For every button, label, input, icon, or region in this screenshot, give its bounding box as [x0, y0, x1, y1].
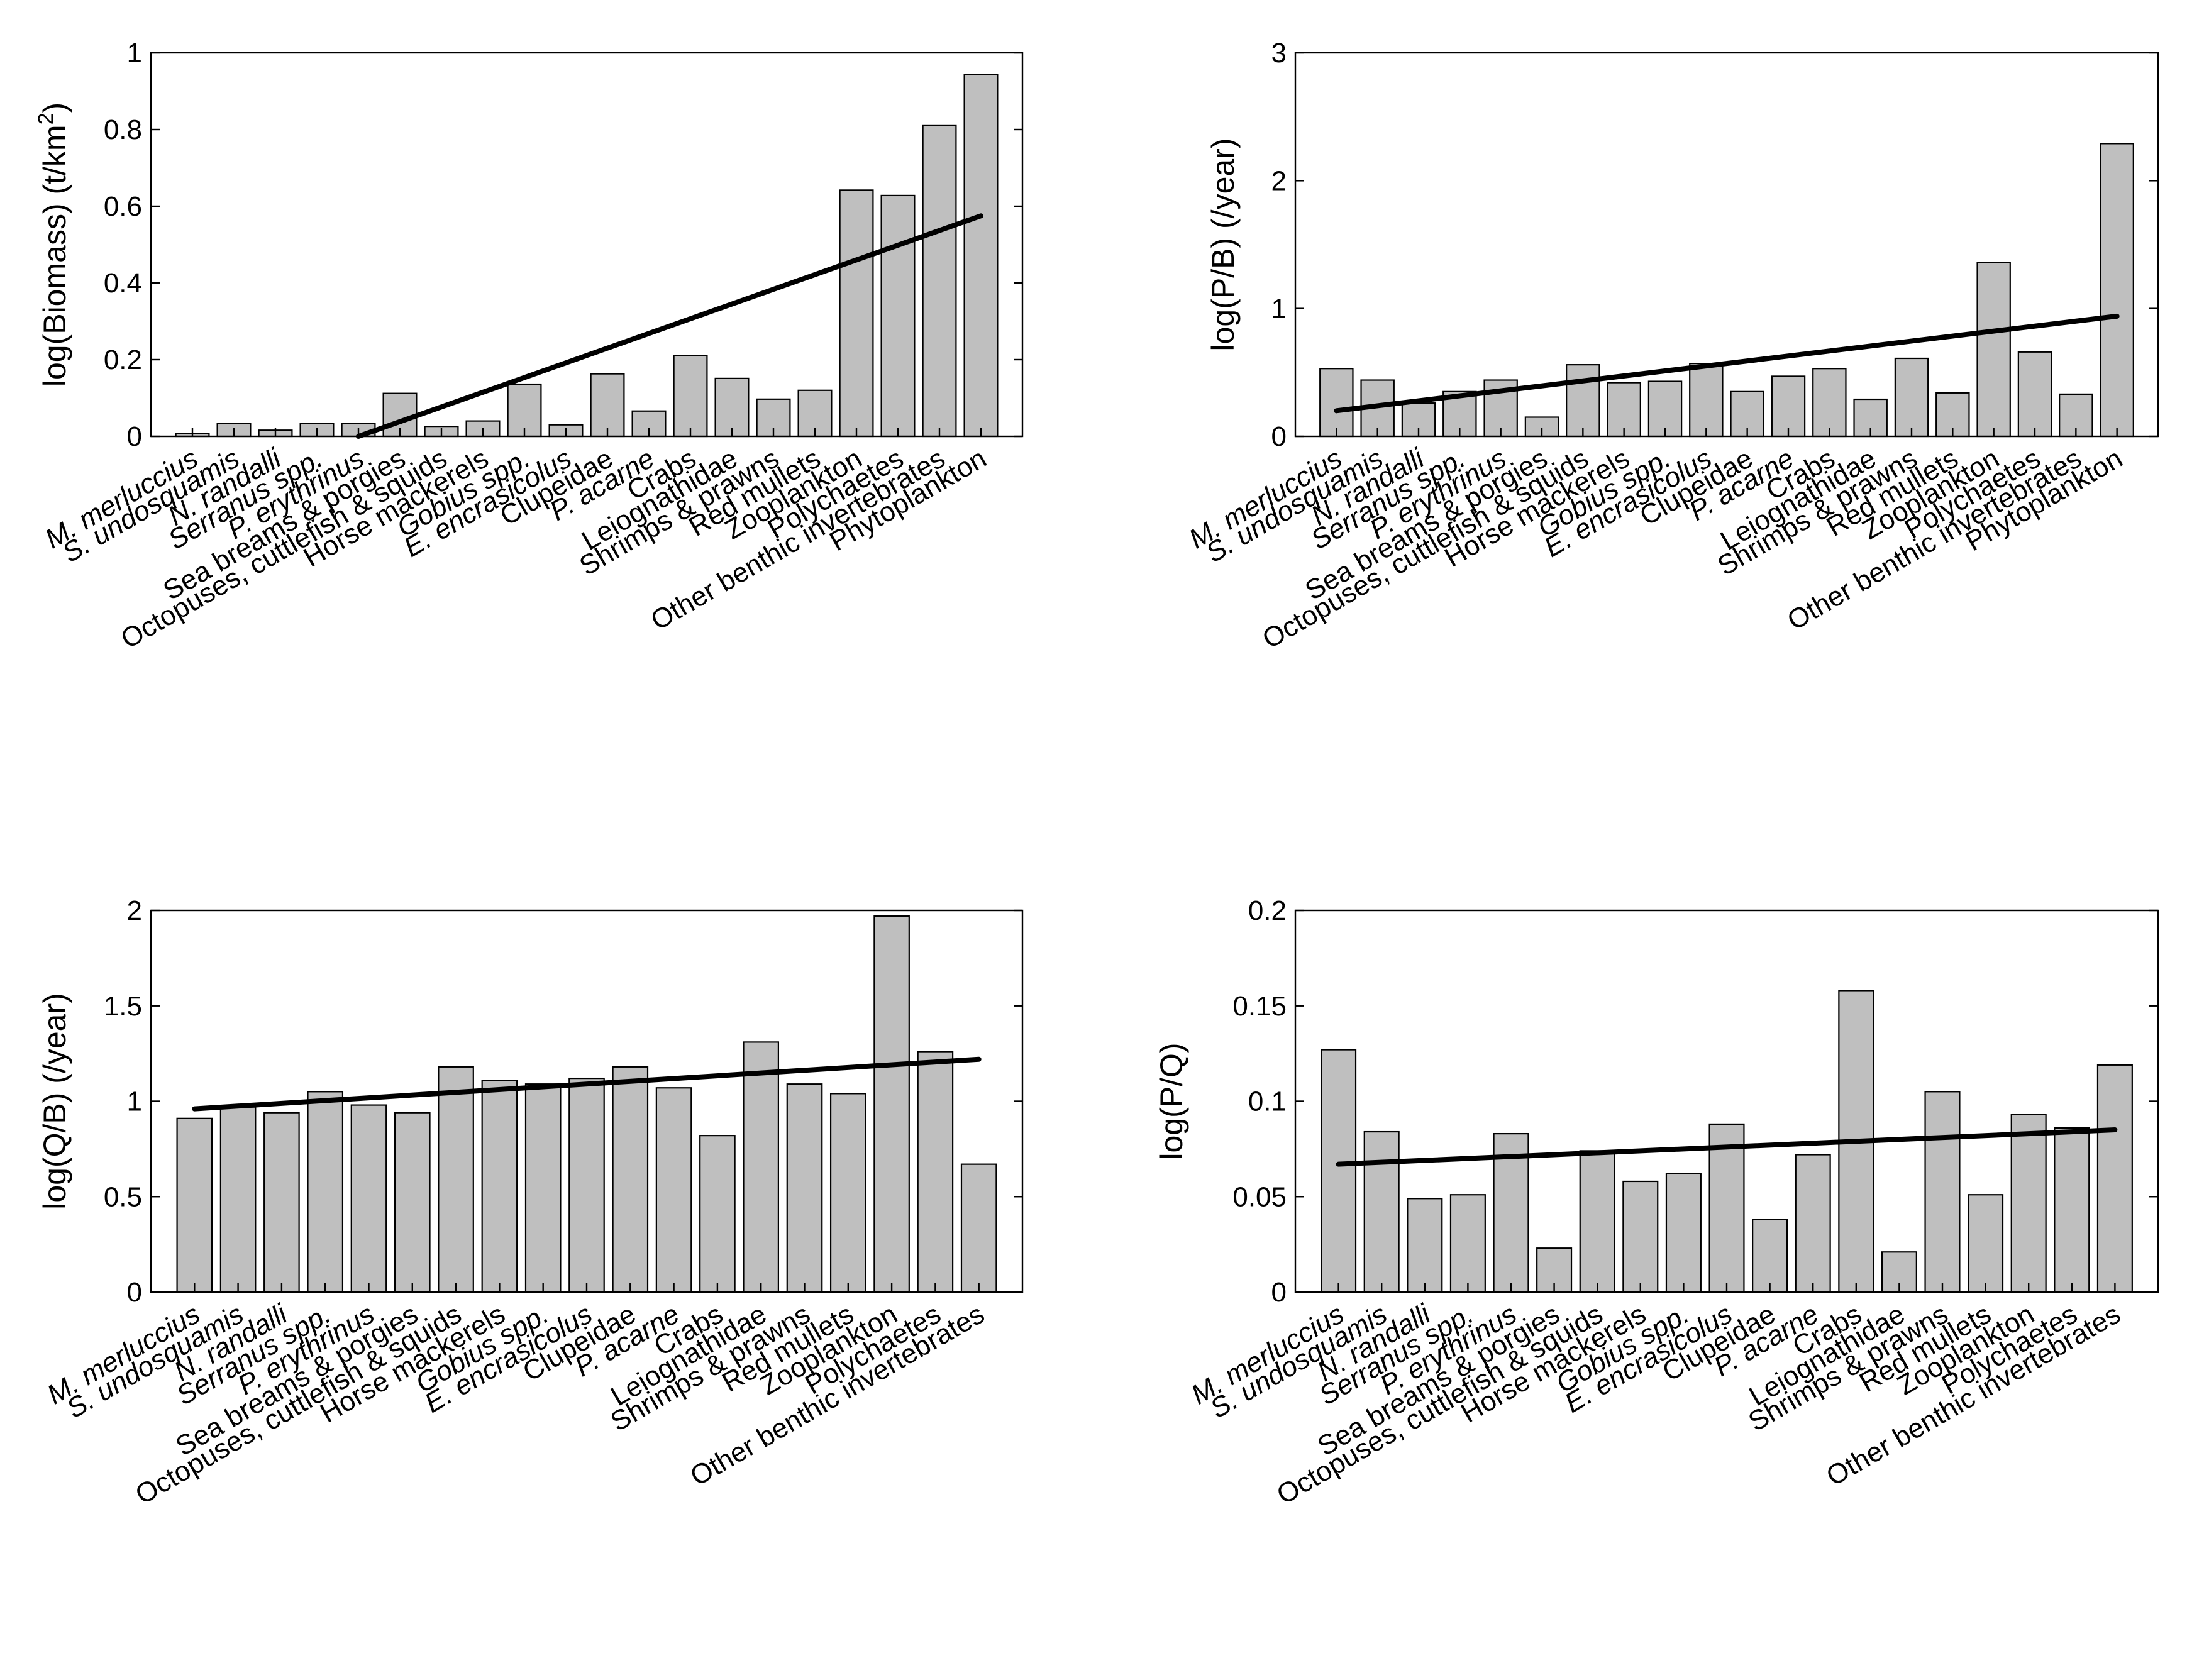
bar-crabs: [1812, 368, 1847, 438]
y-tick-label: 1: [1271, 294, 1287, 324]
y-axis-label: log(P/Q): [1154, 1042, 1189, 1159]
bar-p-acarne: [1771, 375, 1806, 438]
trend-line: [1334, 313, 2120, 414]
bar-m-merluccius: [1319, 368, 1354, 438]
plot-frame: [1294, 52, 2159, 438]
y-tick-label: 1: [127, 1086, 142, 1117]
bar-e-encrasicolus: [1689, 362, 1724, 438]
bar-phytoplankton: [2100, 143, 2134, 438]
bar-leiognathidae: [743, 1041, 780, 1293]
bar-sea-breams-porgies: [394, 1112, 431, 1293]
y-tick-label: 3: [1271, 38, 1287, 69]
y-tick-label: 0: [127, 1277, 142, 1308]
bar-gobius-spp: [1647, 380, 1683, 438]
y-tick-label: 2: [1271, 165, 1287, 196]
y-tick-label: 0.4: [104, 268, 142, 299]
bar-crabs: [699, 1135, 736, 1293]
y-tick-label: 0.5: [104, 1181, 142, 1212]
y-tick-label: 1.5: [104, 991, 142, 1022]
bar-p-erythrinus: [350, 1104, 387, 1293]
y-tick-label: 2: [127, 895, 142, 926]
bar-shrimps-prawns: [1924, 1091, 1961, 1293]
trend-line: [192, 1056, 982, 1112]
bar-horse-mackerels: [1607, 382, 1641, 438]
bar-horse-mackerels: [481, 1080, 518, 1293]
bar-horse-mackerels: [1622, 1180, 1659, 1293]
y-tick-label: 0.2: [104, 345, 142, 375]
bar-polychaetes: [880, 194, 916, 438]
bar-other-benthic-invertebrates: [922, 124, 957, 438]
y-axis-label: log(Q/B) (/year): [37, 993, 72, 1210]
trend-line: [356, 213, 983, 439]
bar-other-benthic-invertebrates: [960, 1163, 997, 1293]
bar-p-erythrinus: [1493, 1132, 1529, 1293]
bar-polychaetes: [917, 1051, 954, 1293]
bar-zooplankton: [873, 915, 910, 1293]
bar-m-merluccius: [176, 1117, 213, 1293]
bar-gobius-spp: [524, 1083, 562, 1293]
y-axis-label: log(P/B) (/year): [1205, 138, 1241, 351]
bar-octopuses-cuttlefish-squids: [1579, 1150, 1615, 1293]
bar-zooplankton: [1976, 262, 2011, 438]
bar-s-undosquamis: [219, 1106, 257, 1293]
bar-shrimps-prawns: [1894, 357, 1929, 438]
bar-shrimps-prawns: [786, 1083, 823, 1293]
bar-polychaetes: [2017, 351, 2052, 438]
trend-line: [1336, 1127, 2118, 1167]
bar-clupeidae: [1752, 1219, 1788, 1293]
bar-s-undosquamis: [1363, 1130, 1400, 1293]
bar-clupeidae: [612, 1066, 649, 1293]
bar-octopuses-cuttlefish-squids: [1566, 364, 1600, 438]
bar-serranus-spp: [307, 1091, 344, 1293]
bar-n-randalli: [263, 1112, 300, 1293]
bar-zooplankton: [839, 189, 874, 438]
y-tick-label: 0.1: [1248, 1086, 1287, 1117]
bar-red-mullets: [1968, 1194, 2004, 1293]
bar-red-mullets: [829, 1093, 866, 1293]
y-tick-label: 0.05: [1232, 1181, 1287, 1212]
bar-zooplankton: [2010, 1114, 2047, 1293]
bar-other-benthic-invertebrates: [2096, 1064, 2133, 1293]
plot-frame: [150, 52, 1024, 438]
bar-m-merluccius: [1321, 1049, 1357, 1293]
y-tick-label: 0: [1271, 1277, 1287, 1308]
y-axis-label: log(Biomass) (t/km2): [34, 102, 72, 387]
bar-leiognathidae: [714, 377, 750, 438]
bar-n-randalli: [1407, 1198, 1443, 1293]
y-tick-label: 0.2: [1248, 895, 1287, 926]
bar-serranus-spp: [1449, 1194, 1486, 1293]
y-tick-label: 0.6: [104, 191, 142, 222]
bar-p-acarne: [1795, 1154, 1831, 1293]
y-tick-label: 0: [127, 421, 142, 452]
bar-gobius-spp: [1665, 1173, 1702, 1293]
bar-clupeidae: [590, 373, 625, 438]
bar-e-encrasicolus: [568, 1077, 605, 1293]
y-tick-label: 1: [127, 38, 142, 69]
bar-crabs: [673, 355, 708, 438]
bar-polychaetes: [2054, 1127, 2090, 1293]
y-tick-label: 0: [1271, 421, 1287, 452]
y-tick-label: 0.8: [104, 114, 142, 145]
bar-p-acarne: [655, 1087, 692, 1293]
bar-e-encrasicolus: [1708, 1123, 1745, 1293]
bar-octopuses-cuttlefish-squids: [438, 1066, 474, 1293]
y-tick-label: 0.15: [1232, 991, 1287, 1022]
bar-phytoplankton: [963, 74, 999, 438]
